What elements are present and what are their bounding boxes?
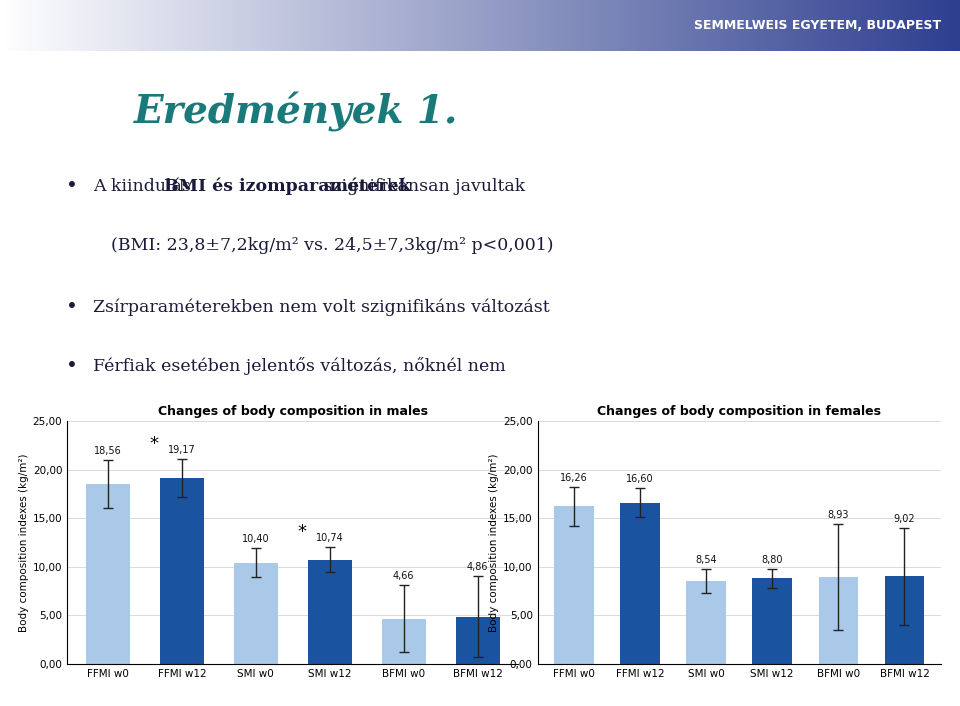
Text: www.usn.hu: www.usn.hu — [870, 682, 941, 695]
Text: 4,86: 4,86 — [467, 562, 489, 572]
Title: Changes of body composition in females: Changes of body composition in females — [597, 405, 881, 417]
Text: Eredmények 1.: Eredmények 1. — [134, 92, 459, 132]
Bar — [159, 478, 204, 664]
Bar — [85, 484, 130, 664]
Text: 8,93: 8,93 — [828, 510, 849, 520]
Text: szignifikánsan javultak: szignifikánsan javultak — [318, 178, 525, 195]
Text: 19,17: 19,17 — [168, 445, 196, 455]
Text: 8,80: 8,80 — [761, 555, 783, 565]
Title: Changes of body composition in males: Changes of body composition in males — [157, 405, 428, 417]
Text: 8,54: 8,54 — [695, 556, 717, 566]
Text: •: • — [66, 298, 79, 316]
Bar — [233, 563, 278, 664]
Bar — [819, 577, 858, 664]
Text: SEMMELWEIS EGYETEM, BUDAPEST: SEMMELWEIS EGYETEM, BUDAPEST — [694, 19, 941, 32]
Text: 18,56: 18,56 — [94, 445, 122, 456]
Text: 10,40: 10,40 — [242, 534, 270, 544]
Text: BMI és izomparaméterek: BMI és izomparaméterek — [163, 178, 410, 195]
Text: 9,02: 9,02 — [894, 514, 915, 524]
Y-axis label: Body composition indexes (kg/m²): Body composition indexes (kg/m²) — [489, 453, 499, 632]
Text: 16,26: 16,26 — [560, 473, 588, 483]
Text: •: • — [66, 357, 79, 376]
Text: *: * — [298, 523, 306, 542]
Text: 4,66: 4,66 — [393, 570, 415, 581]
Text: *: * — [149, 435, 158, 453]
Text: (BMI: 23,8±7,2kg/m² vs. 24,5±7,3kg/m² p<0,001): (BMI: 23,8±7,2kg/m² vs. 24,5±7,3kg/m² p<… — [110, 237, 553, 254]
Bar — [686, 581, 726, 664]
Text: A kiindulási: A kiindulási — [93, 178, 202, 195]
Text: 10,74: 10,74 — [316, 533, 344, 543]
Y-axis label: Body composition indexes (kg/m²): Body composition indexes (kg/m²) — [18, 453, 29, 632]
Bar — [620, 503, 660, 664]
Bar — [456, 616, 500, 664]
Bar — [753, 578, 792, 664]
Text: Férfiak esetében jelentős változás, nőknél nem: Férfiak esetében jelentős változás, nőkn… — [93, 357, 506, 375]
Bar — [381, 618, 426, 664]
Bar — [554, 506, 594, 664]
Bar — [307, 560, 352, 664]
Bar — [884, 576, 924, 664]
Text: •: • — [66, 177, 79, 196]
Text: Zsírparaméterekben nem volt szignifikáns változást: Zsírparaméterekben nem volt szignifikáns… — [93, 299, 549, 316]
Text: 16,60: 16,60 — [626, 474, 654, 484]
